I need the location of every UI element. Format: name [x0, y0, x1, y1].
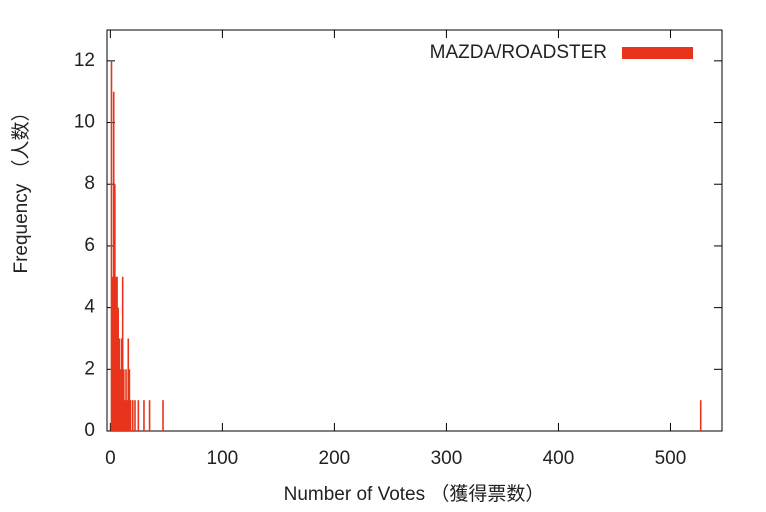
legend-swatch [622, 47, 693, 59]
y-tick-label: 2 [84, 358, 95, 379]
plot-frame [106, 29, 723, 432]
x-tick-label: 300 [431, 448, 463, 469]
y-tick-label: 6 [84, 235, 95, 256]
y-tick-label: 12 [74, 50, 95, 71]
legend-label: MAZDA/ROADSTER [430, 42, 607, 63]
x-tick-label: 500 [655, 448, 687, 469]
x-axis-label: Number of Votes （獲得票数） [284, 483, 545, 505]
x-tick-label: 200 [319, 448, 351, 469]
y-tick-label: 8 [84, 173, 95, 194]
y-tick-label: 4 [84, 297, 95, 318]
y-tick-label: 10 [74, 112, 95, 133]
x-tick-label: 400 [543, 448, 575, 469]
y-tick-label: 0 [84, 420, 95, 441]
x-tick-label: 100 [207, 448, 239, 469]
y-axis-label: Frequency （人数） [10, 102, 32, 273]
x-tick-label: 0 [105, 448, 116, 469]
